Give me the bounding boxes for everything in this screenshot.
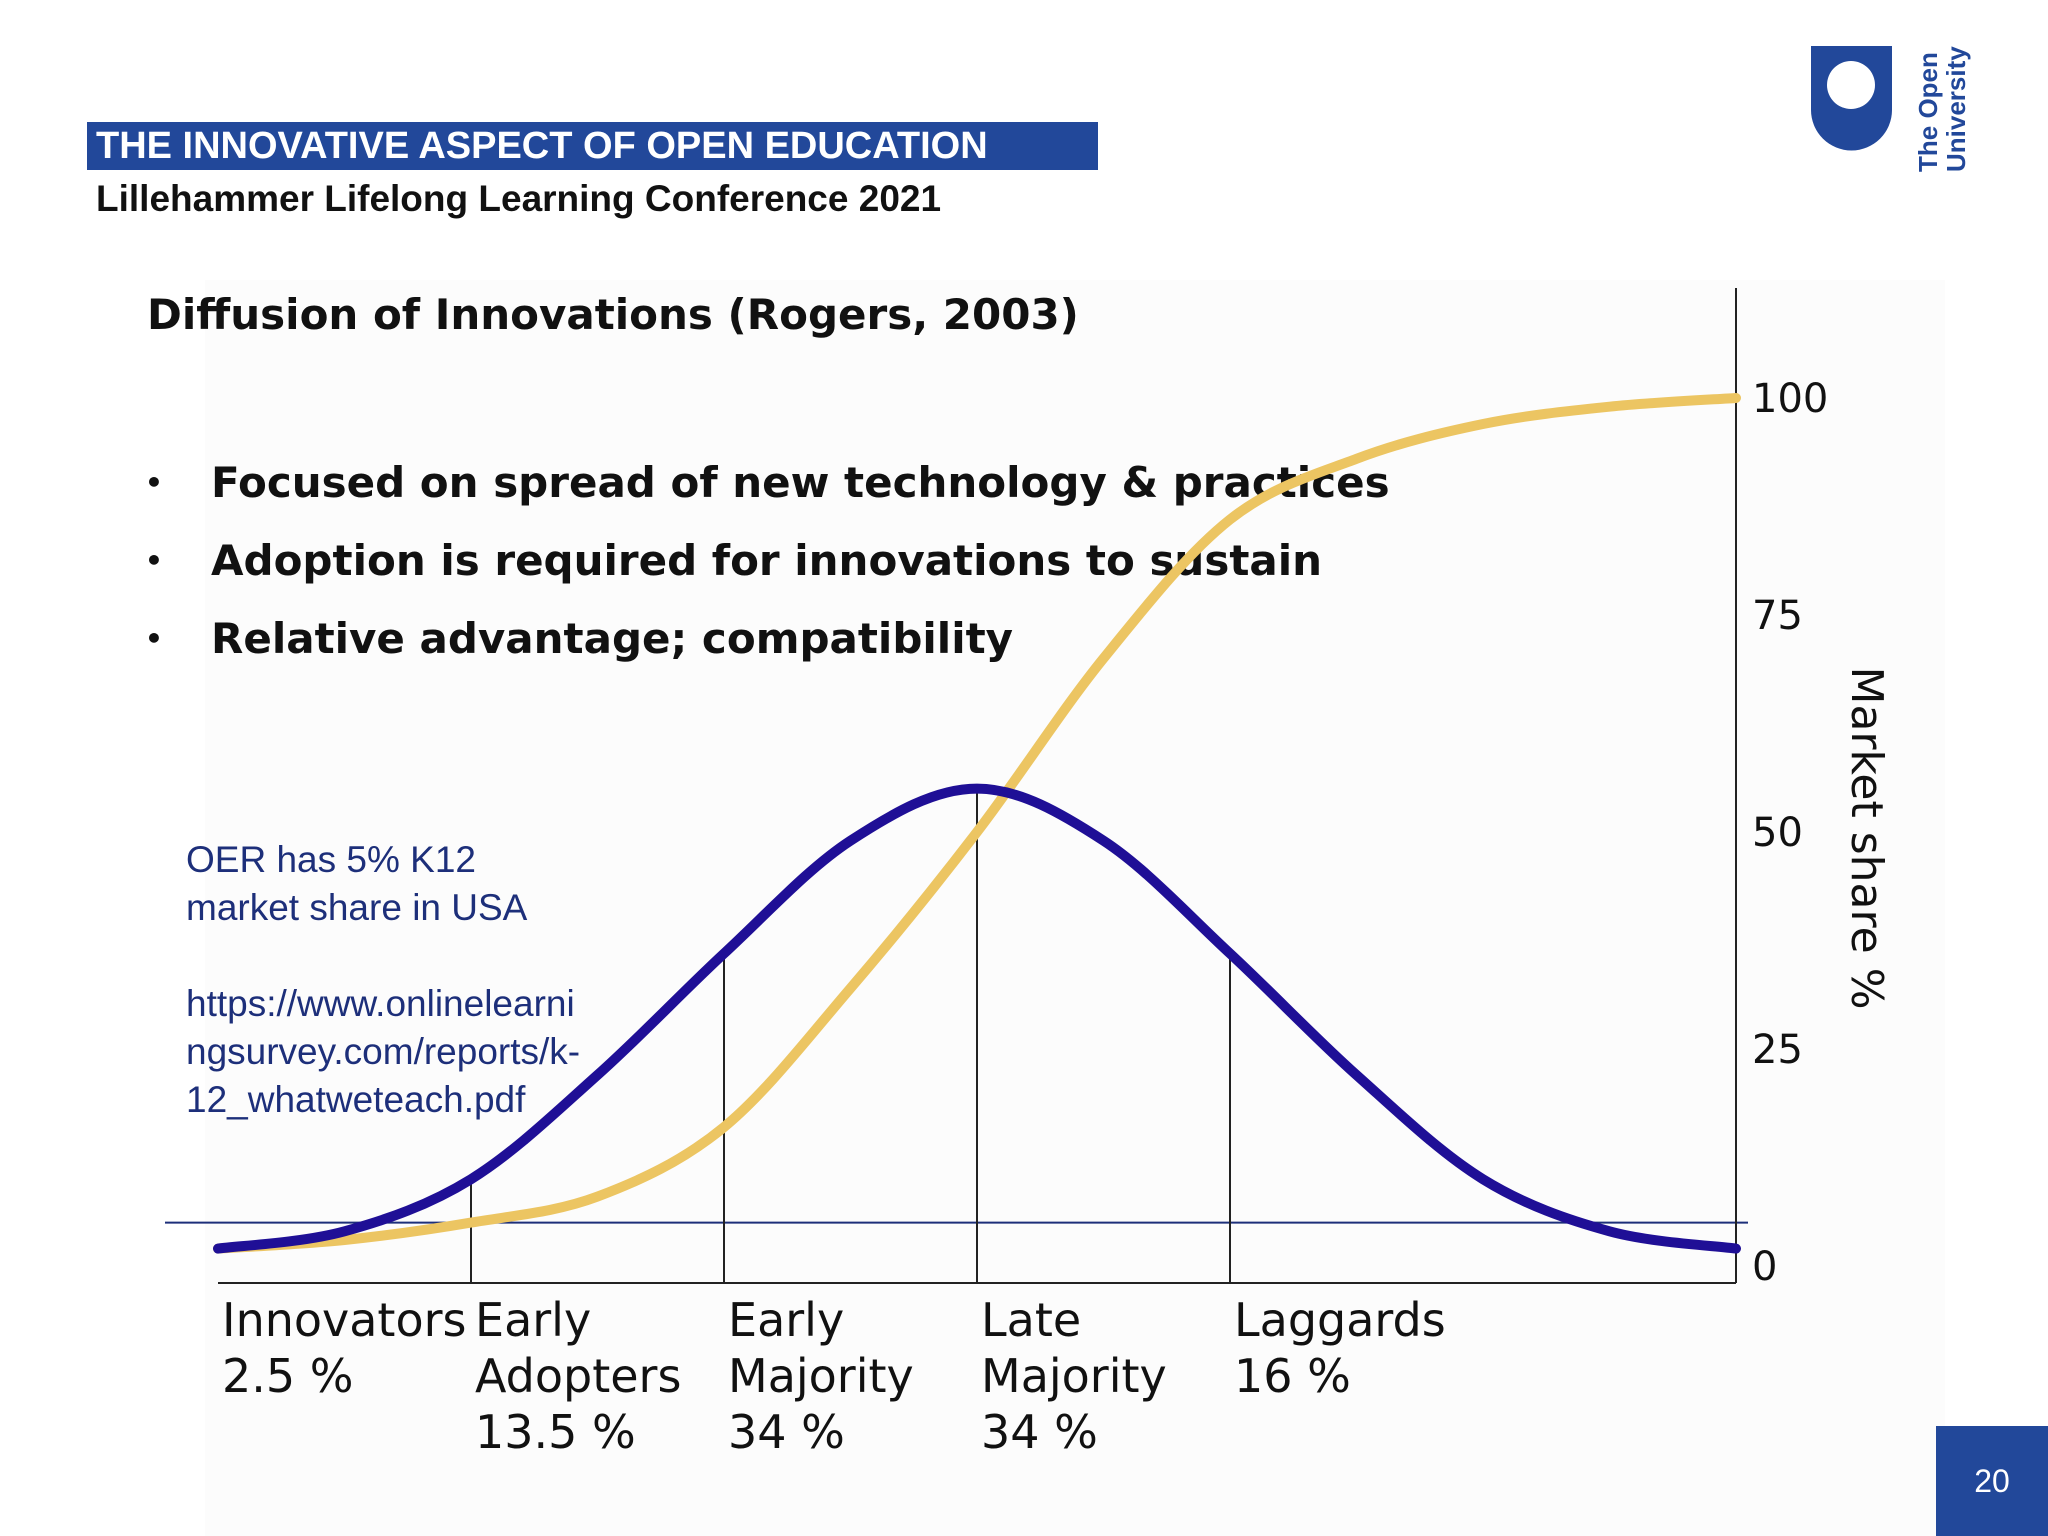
- category-label-line: Early: [475, 1293, 591, 1347]
- category-label: Early Adopters 13.5 %: [475, 1293, 681, 1459]
- category-label: Laggards 16 %: [1234, 1293, 1446, 1403]
- cumulative-adoption-curve: [213, 393, 1741, 1254]
- source-link-line[interactable]: ngsurvey.com/reports/k-: [186, 1031, 581, 1072]
- bullet-item: • Focused on spread of new technology & p…: [145, 444, 1390, 522]
- bullet-dot-icon: •: [145, 544, 163, 577]
- y-tick-label: 50: [1752, 810, 1803, 856]
- category-label-line: 34 %: [981, 1405, 1098, 1459]
- chart-background: [205, 280, 1945, 1536]
- category-label: Early Majority 34 %: [728, 1293, 914, 1459]
- category-label: Innovators 2.5 %: [222, 1293, 467, 1403]
- adoption-bell-curve: [213, 783, 1741, 1254]
- bullet-text: Adoption is required for innovations to …: [211, 536, 1323, 585]
- market-share-note: OER has 5% K12 market share in USA https…: [186, 836, 580, 1124]
- category-label-line: Majority: [981, 1349, 1167, 1403]
- bullet-text: Focused on spread of new technology & pr…: [211, 458, 1390, 507]
- category-label-line: 34 %: [728, 1405, 845, 1459]
- bullet-item: • Adoption is required for innovations to…: [145, 522, 1390, 600]
- category-label-line: 13.5 %: [475, 1405, 636, 1459]
- logo-circle-icon: [1827, 61, 1875, 109]
- category-label-line: Majority: [728, 1349, 914, 1403]
- page-number: 20: [1936, 1426, 2048, 1536]
- banner-title: THE INNOVATIVE ASPECT OF OPEN EDUCATION: [87, 122, 1098, 170]
- category-label-line: Early: [728, 1293, 844, 1347]
- slide-heading: Diffusion of Innovations (Rogers, 2003): [147, 290, 1079, 339]
- y-axis-label: Market share %: [1841, 667, 1892, 1010]
- category-label-line: 2.5 %: [222, 1349, 354, 1403]
- category-label-line: Innovators: [222, 1293, 467, 1347]
- category-label-line: Late: [981, 1293, 1081, 1347]
- category-label-line: Adopters: [475, 1349, 681, 1403]
- open-university-logo: The Open University: [1811, 46, 1971, 172]
- bullet-text: Relative advantage; compatibility: [211, 614, 1014, 663]
- bullet-item: • Relative advantage; compatibility: [145, 600, 1390, 678]
- conference-subtitle: Lillehammer Lifelong Learning Conference…: [96, 178, 942, 219]
- note-line: OER has 5% K12: [186, 839, 476, 880]
- category-label: Late Majority 34 %: [981, 1293, 1167, 1459]
- y-tick-label: 100: [1752, 376, 1828, 422]
- y-tick-label: 75: [1752, 593, 1803, 639]
- y-tick-label: 25: [1752, 1027, 1803, 1073]
- bullet-dot-icon: •: [145, 622, 163, 655]
- source-link-line[interactable]: 12_whatweteach.pdf: [186, 1079, 526, 1120]
- source-link-line[interactable]: https://www.onlinelearni: [186, 983, 575, 1024]
- y-tick-label: 0: [1752, 1244, 1777, 1290]
- category-label-line: 16 %: [1234, 1349, 1351, 1403]
- category-label-line: Laggards: [1234, 1293, 1446, 1347]
- logo-text-line-1: The Open: [1913, 52, 1943, 172]
- bullet-list: • Focused on spread of new technology & p…: [145, 444, 1390, 678]
- note-line: market share in USA: [186, 887, 528, 928]
- bullet-dot-icon: •: [145, 466, 163, 499]
- logo-text-line-2: University: [1941, 46, 1971, 172]
